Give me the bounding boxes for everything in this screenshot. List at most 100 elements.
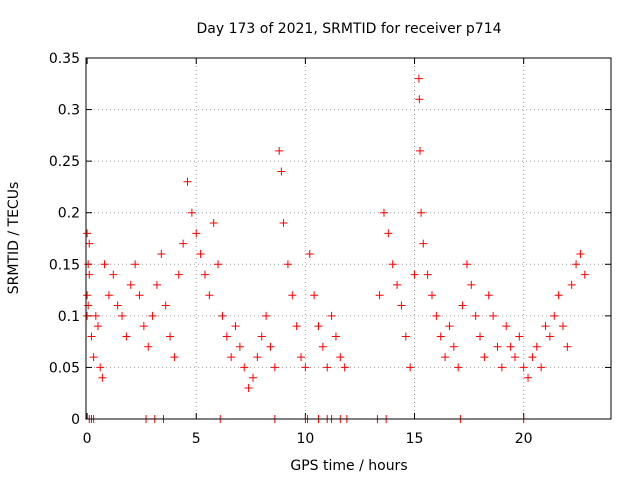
data-point	[502, 322, 511, 331]
data-point	[558, 322, 567, 331]
data-point	[401, 332, 410, 341]
data-point	[89, 353, 98, 362]
data-point	[545, 332, 554, 341]
data-point	[222, 332, 231, 341]
data-point	[414, 74, 423, 83]
x-tick-label: 0	[83, 431, 92, 447]
data-point	[415, 146, 424, 155]
x-tick-label: 5	[192, 431, 201, 447]
data-point	[85, 239, 94, 248]
y-tick-label: 0.35	[49, 51, 80, 67]
data-point	[379, 208, 388, 217]
data-point	[235, 342, 244, 351]
data-point	[419, 239, 428, 248]
data-point	[135, 291, 144, 300]
y-tick-labels: 0 0.05 0.1 0.15 0.2 0.25 0.3 0.35	[49, 51, 80, 428]
data-point	[131, 260, 140, 269]
data-point	[292, 322, 301, 331]
data-point	[126, 280, 135, 289]
data-point	[248, 373, 257, 382]
data-point	[471, 311, 480, 320]
data-point	[436, 332, 445, 341]
data-point	[157, 249, 166, 258]
data-point	[262, 311, 271, 320]
data-point	[519, 363, 528, 372]
data-point	[572, 260, 581, 269]
data-point	[384, 229, 393, 238]
data-point	[331, 332, 340, 341]
data-point	[244, 384, 253, 393]
data-point	[489, 311, 498, 320]
data-point	[462, 260, 471, 269]
data-point	[192, 229, 201, 238]
data-point	[94, 322, 103, 331]
x-axis-label: GPS time / hours	[290, 458, 407, 474]
data-point	[83, 311, 92, 320]
data-point	[441, 353, 450, 362]
data-point	[323, 363, 332, 372]
data-point	[415, 95, 424, 104]
data-point	[458, 301, 467, 310]
data-point	[541, 322, 550, 331]
data-point	[554, 291, 563, 300]
y-axis-label: SRMTID / TECUs	[6, 182, 22, 295]
data-point	[148, 311, 157, 320]
data-point	[118, 311, 127, 320]
data-point	[277, 167, 286, 176]
data-point	[87, 332, 96, 341]
data-point	[406, 363, 415, 372]
data-point	[493, 342, 502, 351]
data-point	[580, 270, 589, 279]
y-tick-label: 0.25	[49, 154, 80, 170]
data-point	[84, 301, 93, 310]
data-point	[301, 363, 310, 372]
data-point	[423, 270, 432, 279]
data-points	[83, 74, 589, 423]
data-point	[85, 270, 94, 279]
data-point	[200, 270, 209, 279]
data-point	[196, 249, 205, 258]
data-point	[427, 291, 436, 300]
data-point	[340, 363, 349, 372]
data-point	[109, 270, 118, 279]
data-point	[537, 363, 546, 372]
data-point	[104, 291, 113, 300]
data-point	[187, 208, 196, 217]
data-point	[183, 177, 192, 186]
data-point	[397, 301, 406, 310]
data-point	[161, 301, 170, 310]
data-point	[567, 280, 576, 289]
data-point	[209, 219, 218, 228]
data-point	[279, 219, 288, 228]
data-point	[205, 291, 214, 300]
data-point	[96, 363, 105, 372]
data-point	[179, 239, 188, 248]
data-point	[563, 342, 572, 351]
plot-frame	[85, 57, 612, 420]
x-tick-label: 20	[515, 431, 533, 447]
data-point	[393, 280, 402, 289]
data-point	[388, 260, 397, 269]
data-point	[528, 353, 537, 362]
data-point	[257, 332, 266, 341]
data-point	[318, 342, 327, 351]
data-point	[98, 373, 107, 382]
data-point	[275, 146, 284, 155]
data-point	[83, 291, 92, 300]
data-point	[484, 291, 493, 300]
data-point	[417, 208, 426, 217]
data-point	[170, 353, 179, 362]
data-point	[100, 260, 109, 269]
y-tick-label: 0.05	[49, 360, 80, 376]
data-point	[144, 342, 153, 351]
grid	[86, 58, 611, 419]
data-point	[432, 311, 441, 320]
data-point	[410, 270, 419, 279]
data-point	[214, 260, 223, 269]
data-point	[218, 311, 227, 320]
data-point	[476, 332, 485, 341]
data-point	[327, 311, 336, 320]
y-tick-label: 0	[71, 412, 80, 428]
x-tick-label: 15	[406, 431, 424, 447]
